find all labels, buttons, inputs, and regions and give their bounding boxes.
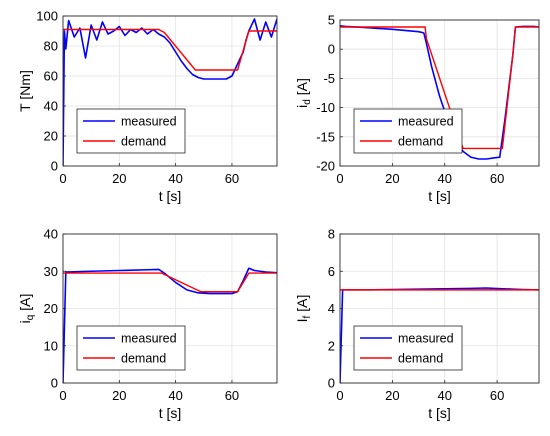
x-tick-label: 20 <box>112 171 126 186</box>
y-tick-label: 5 <box>328 13 335 28</box>
legend-label-measured: measured <box>121 115 177 129</box>
y-axis-label: T [Nm] <box>17 70 33 112</box>
legend-label-measured: measured <box>398 115 454 129</box>
legend-label-measured: measured <box>121 332 177 346</box>
axes-frame <box>339 19 540 167</box>
x-tick-label: 0 <box>59 388 66 403</box>
y-tick-label: 0 <box>328 376 335 391</box>
subplot-1: 0 20 40 60 0 20 40 60 80 100 t [s] T [Nm] measured de… <box>17 9 278 204</box>
x-tick-label: 40 <box>168 171 182 186</box>
y-tick-label: 20 <box>44 301 58 316</box>
y-tick-label: 60 <box>44 69 58 84</box>
x-tick-label: 0 <box>336 388 343 403</box>
legend: measured demand <box>353 108 463 154</box>
y-tick-label: 6 <box>328 264 335 279</box>
y-tick-label: -15 <box>316 129 335 144</box>
x-axis-label: t [s] <box>159 188 182 204</box>
y-axis-label-unit: [A] <box>294 295 310 316</box>
series-line-demand <box>340 26 539 150</box>
y-tick-label: 80 <box>44 39 58 54</box>
x-tick-label: 40 <box>438 388 452 403</box>
subplot-4: 0 20 40 60 0 2 4 6 8 t [s] If [A] measured demand <box>294 227 540 421</box>
x-tick-label: 0 <box>59 171 66 186</box>
y-tick-label: -10 <box>316 100 335 115</box>
series-line-demand <box>63 28 277 71</box>
subplot-3: 0 20 40 60 0 10 20 30 40 t [s] iq [A] measured deman… <box>17 227 278 421</box>
x-tick-label: 20 <box>112 388 126 403</box>
legend: measured demand <box>76 108 186 154</box>
legend-box <box>353 108 463 154</box>
y-tick-label: 2 <box>328 338 335 353</box>
y-tick-label: 8 <box>328 227 335 242</box>
x-tick-label: 40 <box>168 388 182 403</box>
legend-label-demand: demand <box>121 352 166 366</box>
series-line-demand <box>63 272 277 293</box>
axes-frame <box>62 15 278 167</box>
y-tick-label: -5 <box>323 71 335 86</box>
y-tick-label: -20 <box>316 159 335 174</box>
legend-label-demand: demand <box>121 135 166 149</box>
y-axis-label: If [A] <box>294 295 313 323</box>
y-axis-label-unit: [A] <box>17 294 33 315</box>
y-tick-label: 0 <box>328 42 335 57</box>
legend: measured demand <box>353 325 463 371</box>
x-axis-label: t [s] <box>428 405 451 421</box>
legend-label-measured: measured <box>398 332 454 346</box>
x-tick-label: 60 <box>225 388 239 403</box>
x-tick-label: 40 <box>438 171 452 186</box>
y-axis-label: id [A] <box>294 78 313 108</box>
y-tick-label: 100 <box>36 9 58 24</box>
y-tick-label: 20 <box>44 129 58 144</box>
x-tick-label: 20 <box>385 171 399 186</box>
x-tick-label: 60 <box>490 171 504 186</box>
legend-box <box>76 325 186 371</box>
x-axis-label: t [s] <box>428 188 451 204</box>
y-axis-label-unit: [A] <box>294 78 310 99</box>
series-line-measured <box>63 267 277 383</box>
legend-box <box>353 325 463 371</box>
x-axis-label: t [s] <box>159 405 182 421</box>
y-tick-label: 0 <box>51 159 58 174</box>
y-tick-label: 0 <box>51 376 58 391</box>
legend-box <box>76 108 186 154</box>
y-axis-label: iq [A] <box>17 294 36 324</box>
legend-label-demand: demand <box>398 135 443 149</box>
y-axis-label-main: I <box>294 318 310 322</box>
y-axis-label-subscript: d <box>302 99 313 105</box>
y-axis-label-subscript: f <box>302 315 313 318</box>
x-tick-label: 20 <box>385 388 399 403</box>
x-tick-label: 0 <box>336 171 343 186</box>
legend-label-demand: demand <box>398 352 443 366</box>
y-tick-label: 40 <box>44 99 58 114</box>
x-tick-label: 60 <box>490 388 504 403</box>
y-axis-label-main: i <box>294 105 310 108</box>
legend: measured demand <box>76 325 186 371</box>
y-axis-label-main: i <box>17 320 33 323</box>
y-tick-label: 10 <box>44 338 58 353</box>
y-tick-label: 4 <box>328 301 335 316</box>
x-tick-label: 60 <box>225 171 239 186</box>
y-axis-label-main: T [Nm] <box>17 70 33 112</box>
y-tick-label: 40 <box>44 227 58 242</box>
y-axis-label-subscript: q <box>25 315 36 321</box>
subplot-2: 0 20 40 60 -20 -15 -10 -5 0 5 t [s] id [A] measured d… <box>294 13 540 204</box>
y-tick-label: 30 <box>44 264 58 279</box>
